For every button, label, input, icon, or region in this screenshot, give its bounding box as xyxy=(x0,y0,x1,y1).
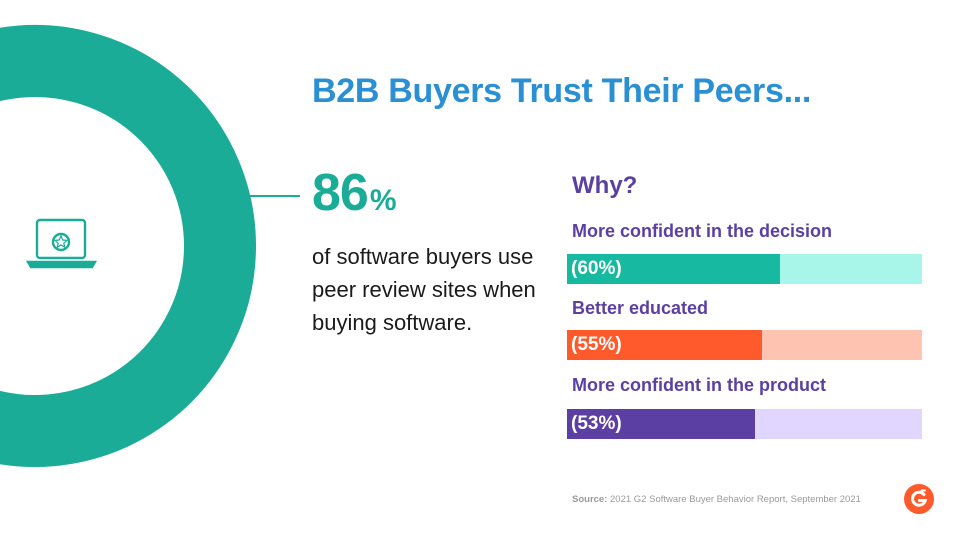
bar-value-decision: (60%) xyxy=(571,258,622,279)
page-title: B2B Buyers Trust Their Peers... xyxy=(312,72,812,110)
donut-slice-0 xyxy=(0,25,256,467)
bar-product xyxy=(567,409,756,439)
connector-line xyxy=(250,195,300,197)
headline-stat: 86% xyxy=(312,163,397,223)
donut-chart xyxy=(0,25,256,467)
source-label: Source: xyxy=(572,494,608,505)
stat-unit: % xyxy=(369,184,397,217)
stat-value: 86 xyxy=(312,164,369,222)
bar-decision xyxy=(567,254,780,284)
source-text: 2021 G2 Software Buyer Behavior Report, … xyxy=(610,494,861,505)
bar-label-educated: Better educated xyxy=(572,298,709,318)
bar-track-product: (53%) xyxy=(567,409,922,439)
bar-educated xyxy=(567,330,763,360)
bar-label-product: More confident in the product xyxy=(572,375,826,395)
stat-description: of software buyers use peer review sites… xyxy=(312,244,536,335)
why-heading: Why? xyxy=(572,172,638,199)
source-note: Source: 2021 G2 Software Buyer Behavior … xyxy=(572,494,861,505)
bar-label-decision: More confident in the decision xyxy=(572,221,833,241)
laptop-star-icon xyxy=(25,218,98,269)
g2-logo-icon xyxy=(904,484,934,514)
bar-track-educated: (55%) xyxy=(567,330,922,360)
bar-value-educated: (55%) xyxy=(571,334,622,355)
bar-track-decision: (60%) xyxy=(567,254,922,284)
bar-value-product: (53%) xyxy=(571,413,622,434)
